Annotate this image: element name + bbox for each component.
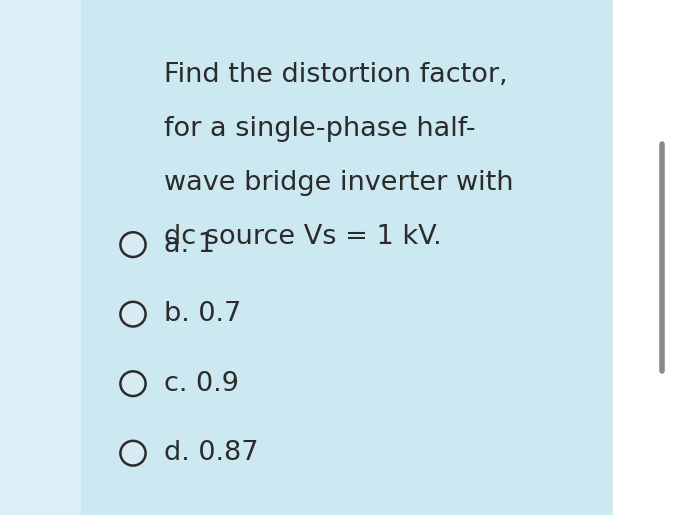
FancyBboxPatch shape: [612, 0, 700, 515]
Text: dc source Vs = 1 kV.: dc source Vs = 1 kV.: [164, 224, 442, 250]
Text: for a single-phase half-: for a single-phase half-: [164, 116, 476, 142]
FancyBboxPatch shape: [80, 0, 612, 515]
Ellipse shape: [120, 302, 146, 327]
Text: a. 1: a. 1: [164, 232, 216, 258]
Ellipse shape: [120, 371, 146, 396]
Text: c. 0.9: c. 0.9: [164, 371, 239, 397]
Text: d. 0.87: d. 0.87: [164, 440, 259, 466]
Text: Find the distortion factor,: Find the distortion factor,: [164, 62, 508, 88]
Text: b. 0.7: b. 0.7: [164, 301, 242, 327]
Ellipse shape: [120, 232, 146, 257]
Ellipse shape: [120, 441, 146, 466]
Text: wave bridge inverter with: wave bridge inverter with: [164, 170, 514, 196]
